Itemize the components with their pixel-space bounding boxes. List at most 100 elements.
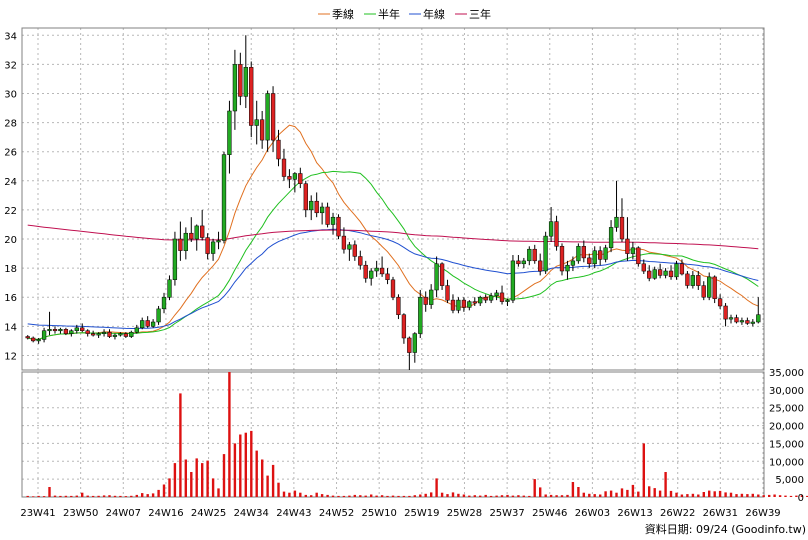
candle-down [107,331,112,337]
candle-down [636,247,641,265]
volume-bar [446,494,449,497]
volume-bar [566,494,569,497]
volume-bar [762,495,765,497]
candle-down [461,299,467,308]
candle-down [717,298,723,307]
candle-up [254,119,259,126]
price-tick-label: 28 [4,119,17,130]
volume-bar [113,495,117,498]
volume-bar [718,490,722,497]
volume-bar [413,495,416,497]
candle-up [183,232,188,251]
x-tick-label: 24W07 [106,508,141,519]
candle-up [167,279,172,298]
legend-label-halfyear: 半年 [378,7,400,21]
volume-bars [26,372,808,498]
volume-bar [348,495,351,497]
candle-up [330,216,336,225]
candle-down [516,260,521,265]
volume-bar [342,495,346,497]
volume-tick-label: 10,000 [769,457,804,468]
candle-up [592,250,597,265]
volume-bar [500,495,504,497]
volume-bar [266,475,269,497]
volume-bar [380,495,384,497]
volume-bar [680,494,684,497]
candle-down [314,200,319,214]
candle-down [25,336,30,339]
volume-bar [261,459,264,497]
candle-up [707,276,712,298]
candle-up [614,216,619,228]
volume-bar [795,495,798,497]
volume-axis-ticks: 0 5,000 10,000 15,000 20,000 25,000 30,000 35,0… [769,368,804,504]
candle-up [101,331,107,334]
volume-tick-label: 0 [798,493,804,504]
volume-bar [173,463,177,497]
candle-down [123,333,129,337]
candle-down [499,292,505,302]
volume-bar [604,491,607,497]
candle-down [538,260,543,272]
volume-bar [511,495,515,497]
volume-bar [299,492,302,497]
candle-up [739,320,745,323]
volume-bar [626,489,629,497]
candle-down [472,301,477,304]
volume-bar [457,493,460,497]
volume-bar [489,495,493,497]
candle-up [69,330,74,334]
volume-bar [517,495,520,497]
candle-up [58,329,63,332]
volume-bar [577,487,580,497]
volume-bar [233,443,237,497]
candle-up [292,173,298,180]
candle-up [548,221,554,237]
x-tick-label: 24W34 [234,508,269,519]
volume-bar [637,491,640,497]
volume-bar [184,459,187,497]
volume-bar [800,495,804,497]
volume-bar [353,494,356,497]
candle-up [374,267,379,272]
x-axis-labels: 23W41 23W50 24W07 24W16 24W25 24W34 24W43 24W52… [20,508,780,519]
candle-down [52,329,58,332]
candle-up [429,289,434,305]
volume-bar [288,492,291,497]
candle-up [728,317,734,320]
candle-up [434,263,439,291]
volume-bar [364,495,367,497]
volume-bar [162,484,166,497]
price-tick-label: 18 [4,264,17,275]
candle-up [418,296,423,334]
candle-up [96,333,101,336]
candle-up [690,275,695,286]
candle-up [608,227,614,249]
volume-bar [430,492,433,497]
candle-up [134,327,139,333]
volume-bar [217,488,220,497]
volume-bar [642,443,645,497]
volume-bar [778,495,782,497]
x-tick-label: 26W13 [617,508,652,519]
volume-bar [135,494,138,497]
volume-bar [555,495,558,497]
x-tick-label: 24W43 [276,508,311,519]
candle-up [216,240,221,243]
candle-down [341,235,347,250]
x-tick-label: 25W37 [489,508,524,519]
volume-bar [440,492,444,497]
price-tick-label: 30 [4,89,17,100]
candle-down [249,67,254,126]
volume-bar [64,495,68,498]
candle-up [412,333,417,353]
candle-down [685,273,690,286]
volume-bar [391,495,395,497]
volume-bar [141,493,144,497]
candle-up [47,329,52,332]
candle-down [352,244,357,257]
candle-down [396,296,401,315]
candle-up [309,200,314,211]
volume-bar [239,434,242,497]
